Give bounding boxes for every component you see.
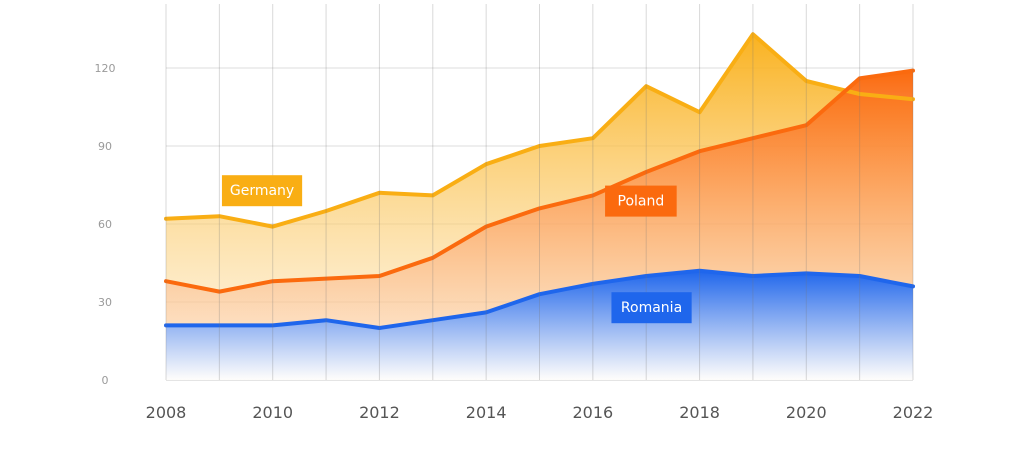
x-tick-label: 2016 [572,403,613,422]
y-tick-label: 60 [98,218,112,231]
x-tick-label: 2014 [466,403,507,422]
romania-label-box [611,292,692,324]
line-layer [164,32,915,330]
x-tick-label: 2018 [679,403,720,422]
germany-label: Germany [221,175,303,207]
x-tick-label: 2012 [359,403,400,422]
romania-area [166,270,913,380]
germany-label-box [221,175,303,207]
y-tick-label: 90 [98,140,112,153]
axis-layer: 0 30 60 90 120 2008 2010 2012 2014 2016 2018 2020 20… [95,62,934,422]
germany-line [164,32,915,229]
germany-label-text: Germany [230,183,294,199]
x-tick-label: 2020 [786,403,827,422]
y-tick-label: 0 [102,374,109,387]
x-tick-label: 2008 [146,403,187,422]
romania-line [164,268,915,330]
series-label-layer: Germany Poland Romania [221,175,692,324]
poland-line [164,68,915,294]
romania-label: Romania [611,292,692,324]
poland-label: Poland [605,185,677,217]
poland-label-text: Poland [618,194,665,210]
y-tick-label: 120 [95,62,116,75]
y-tick-label: 30 [98,296,112,309]
romania-label-text: Romania [621,300,682,316]
x-tick-label: 2010 [252,403,293,422]
x-tick-label: 2022 [893,403,934,422]
poland-label-box [605,185,677,217]
